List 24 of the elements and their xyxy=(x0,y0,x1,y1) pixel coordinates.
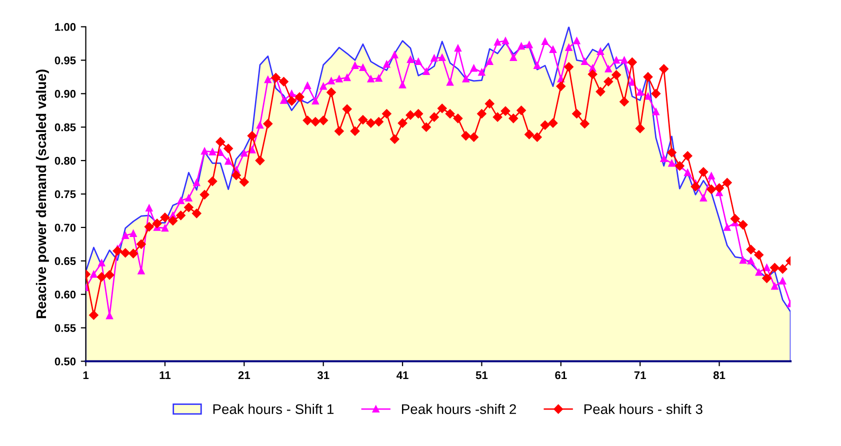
x-tick-label: 41 xyxy=(396,371,408,380)
x-tick-label: 11 xyxy=(160,371,171,380)
x-tick-label: 81 xyxy=(713,371,726,380)
x-tick-label: 21 xyxy=(238,371,250,380)
y-tick-label: 0.55 xyxy=(54,324,76,332)
x-tick-label: 71 xyxy=(634,371,646,380)
legend-label: Peak hours - Shift 1 xyxy=(213,404,334,414)
legend-label: Peak hours -shift 2 xyxy=(402,404,516,414)
y-tick-label: 0.80 xyxy=(54,156,76,165)
y-tick-label: 0.85 xyxy=(54,123,76,132)
y-tick-label: 0.75 xyxy=(54,190,76,198)
x-tick-label: 31 xyxy=(317,371,330,380)
y-tick-label: 0.70 xyxy=(54,224,76,232)
x-tick-label: 1 xyxy=(83,371,89,380)
y-tick-label: 0.65 xyxy=(54,257,76,266)
y-axis-title: Reacive power demand (scaled value) xyxy=(36,70,49,318)
y-tick-label: 0.60 xyxy=(54,290,76,298)
y-tick-label: 0.95 xyxy=(54,56,76,64)
y-tick-label: 0.90 xyxy=(54,90,76,98)
legend-label: Peak hours - shift 3 xyxy=(584,404,702,414)
y-tick-label: 1.00 xyxy=(55,23,76,31)
x-tick-label: 51 xyxy=(476,371,488,380)
y-tick-label: 0.50 xyxy=(54,358,76,366)
x-tick-label: 61 xyxy=(555,371,567,380)
